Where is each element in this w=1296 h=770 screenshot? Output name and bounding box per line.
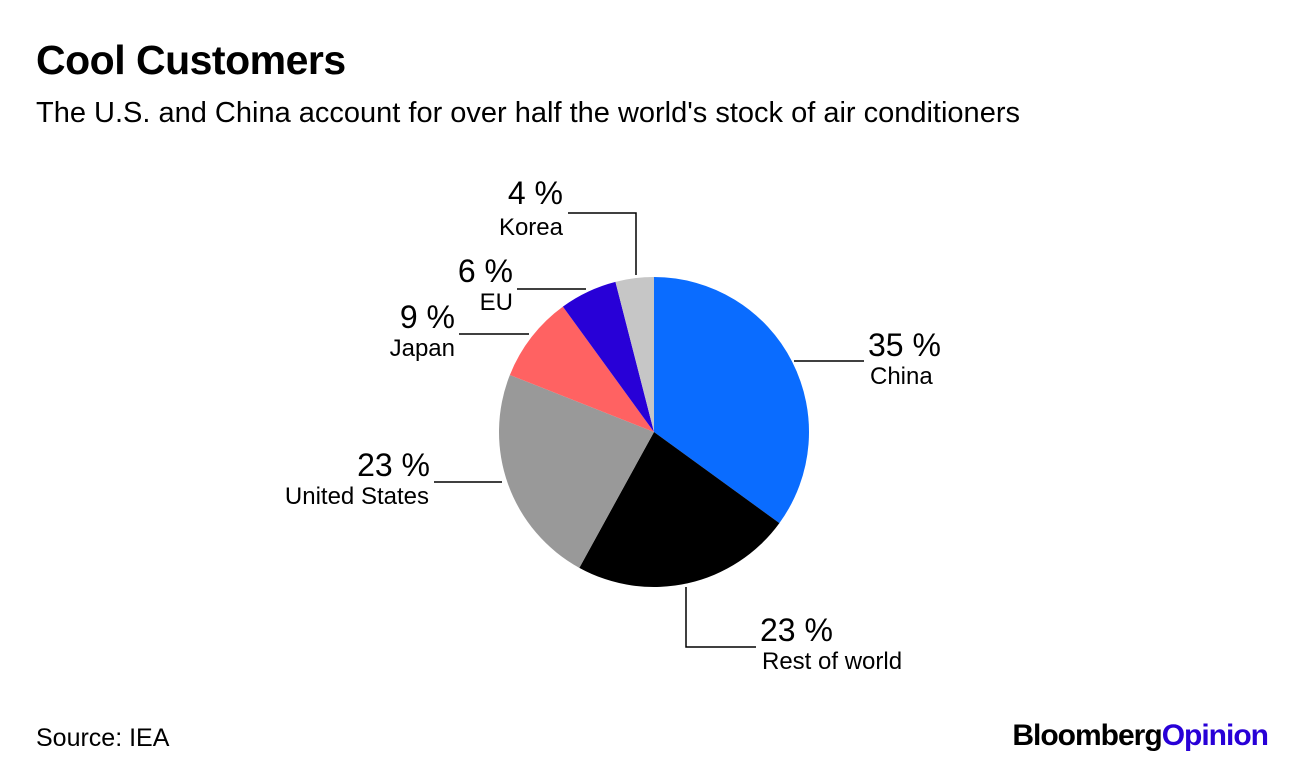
chart-subtitle: The U.S. and China account for over half… — [36, 97, 1020, 129]
slice-name-label-eu: EU — [480, 289, 513, 316]
source-note: Source: IEA — [36, 724, 170, 752]
logo-opinion-text: Opinion — [1161, 719, 1269, 752]
slice-name-label-rest-of-world: Rest of world — [762, 648, 902, 675]
slice-name-label-china: China — [870, 363, 933, 390]
slice-name-label-united-states: United States — [285, 483, 429, 510]
slice-value-label-korea: 4 % — [508, 175, 563, 211]
slice-name-label-korea: Korea — [499, 214, 564, 241]
slice-value-label-united-states: 23 % — [357, 447, 430, 483]
bloomberg-opinion-logo: BloombergOpinion — [1012, 718, 1269, 754]
slice-value-label-eu: 6 % — [458, 253, 513, 289]
slice-value-label-china: 35 % — [868, 327, 941, 363]
pie-slice-rest-of-world — [579, 432, 780, 588]
logo-brand-text: Bloomberg — [1012, 719, 1162, 752]
pie-slice-korea — [615, 277, 654, 432]
slice-name-label-japan: Japan — [390, 335, 455, 362]
pie-slice-eu — [562, 281, 654, 432]
leader-line-korea — [568, 212, 637, 275]
pie-slice-china — [654, 277, 810, 524]
slice-value-label-japan: 9 % — [400, 299, 455, 335]
leader-line-rest-of-world — [685, 587, 756, 648]
pie-slice-japan — [509, 306, 654, 432]
slice-value-label-rest-of-world: 23 % — [760, 612, 833, 648]
chart-title: Cool Customers — [36, 37, 346, 83]
pie-slice-united-states — [498, 374, 654, 568]
